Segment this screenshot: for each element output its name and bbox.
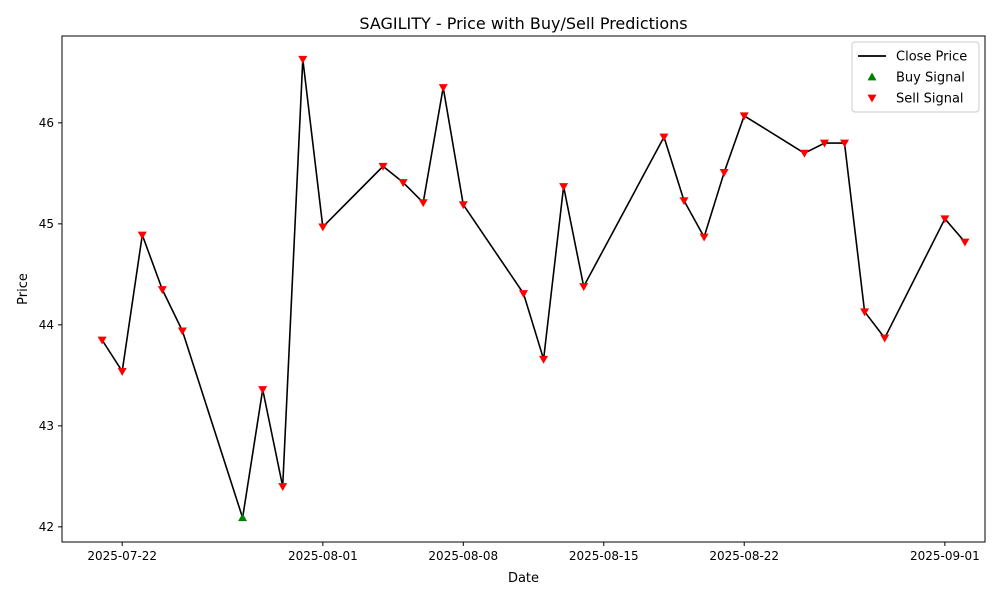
y-axis: 42 43 44 45 46 xyxy=(39,116,62,534)
legend-marker-swatch xyxy=(867,72,877,81)
sell-signal-marker xyxy=(880,334,890,343)
sell-signal-marker xyxy=(438,84,448,93)
plot-frame xyxy=(61,35,986,543)
sell-signal-marker xyxy=(519,290,528,299)
x-tick-label: 2025-07-22 xyxy=(87,549,157,563)
x-tick-label: 2025-08-15 xyxy=(569,549,639,563)
sell-signal-marker xyxy=(679,197,689,206)
sell-signal-marker xyxy=(659,133,669,142)
sell-signal-marker xyxy=(318,223,328,232)
chart-title: SAGILITY - Price with Buy/Sell Predictio… xyxy=(359,14,687,33)
sell-signal-marker xyxy=(960,238,970,247)
sell-signal-marker xyxy=(258,386,268,394)
x-tick-label: 2025-08-22 xyxy=(709,549,779,563)
sell-signal-marker xyxy=(117,367,127,376)
legend-entry-label: Sell Signal xyxy=(896,92,964,107)
x-tick-label: 2025-08-08 xyxy=(428,549,498,563)
sell-signal-marker xyxy=(860,308,870,317)
y-tick-label: 42 xyxy=(39,520,54,534)
plot-area: 2025-07-22 2025-08-01 2025-08-08 2025-08-15… xyxy=(39,35,986,563)
sell-signal-marker xyxy=(799,149,809,158)
sell-signal-marker xyxy=(840,139,850,148)
legend-marker-swatch xyxy=(867,94,877,103)
close-price-line xyxy=(101,58,966,519)
sell-signal-marker xyxy=(157,286,167,295)
x-axis: 2025-07-22 2025-08-01 2025-08-08 2025-08-15… xyxy=(87,542,980,563)
sell-signal-marker xyxy=(719,168,729,177)
sell-signal-marker xyxy=(97,336,107,345)
x-axis-label: Date xyxy=(508,571,539,586)
signal-markers xyxy=(97,55,970,522)
y-tick-label: 44 xyxy=(39,318,54,332)
sell-signal-marker xyxy=(398,179,408,187)
sell-signal-marker xyxy=(378,162,388,171)
sell-signal-marker xyxy=(819,139,829,148)
x-tick-label: 2025-09-01 xyxy=(910,549,980,563)
sell-signal-marker xyxy=(298,55,308,64)
sell-signal-marker xyxy=(940,215,950,224)
sell-signal-marker xyxy=(137,231,147,240)
sell-signal-marker xyxy=(579,283,589,291)
y-tick-label: 43 xyxy=(39,419,54,433)
sell-signal-marker xyxy=(418,199,428,208)
sell-signal-marker xyxy=(559,183,569,191)
sell-signal-marker xyxy=(539,355,549,364)
sell-signal-marker xyxy=(458,201,468,210)
x-tick-label: 2025-08-01 xyxy=(288,549,358,563)
legend-entry-label: Close Price xyxy=(896,50,967,65)
sell-signal-marker xyxy=(177,327,187,336)
sell-signal-marker xyxy=(278,483,288,491)
legend: Close Price Buy Signal Sell Signal xyxy=(851,41,980,113)
legend-frame xyxy=(851,41,980,113)
buy-signal-marker xyxy=(238,513,248,522)
sell-signal-marker xyxy=(699,233,709,242)
y-tick-label: 46 xyxy=(39,116,54,130)
y-tick-label: 45 xyxy=(39,217,54,231)
legend-entry-label: Buy Signal xyxy=(896,71,965,86)
sell-signal-marker xyxy=(739,112,749,121)
y-axis-label: Price xyxy=(16,273,31,305)
